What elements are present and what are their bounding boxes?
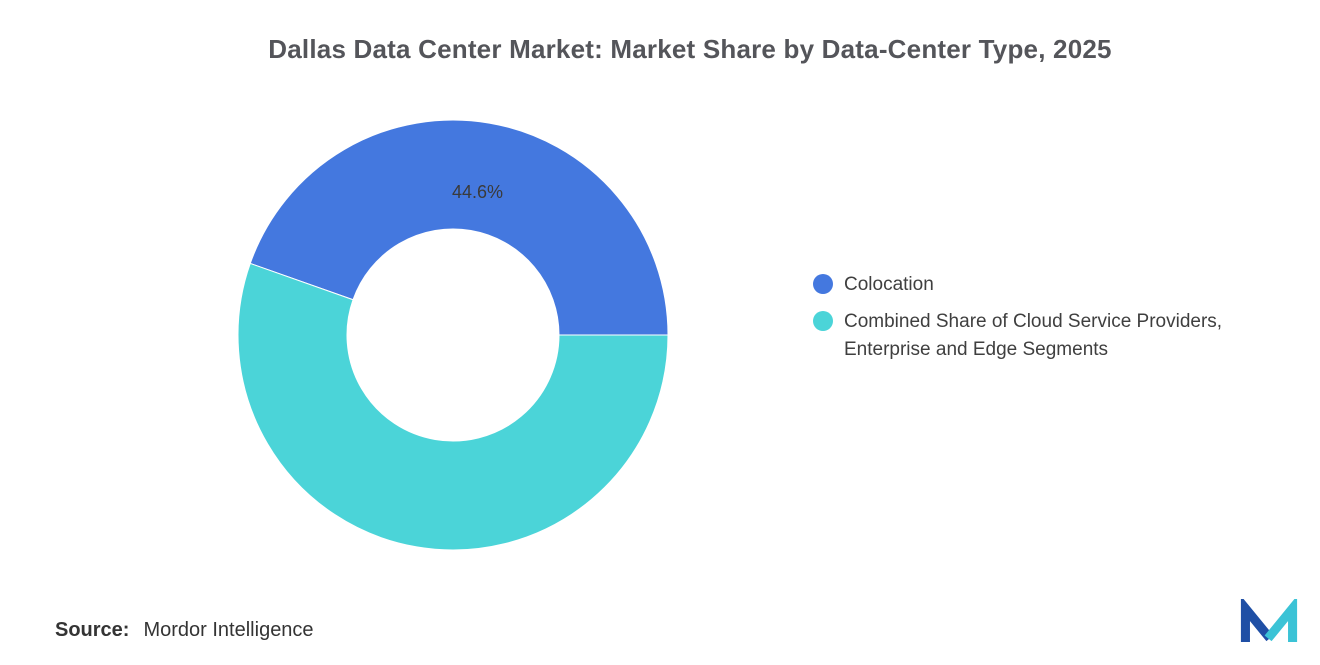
legend-swatch-combined-share bbox=[813, 311, 833, 331]
logo-right-stroke bbox=[1264, 599, 1298, 642]
pie-data-label: 44.6% bbox=[452, 182, 503, 202]
legend-label-colocation: Colocation bbox=[844, 274, 934, 295]
legend-item-combined-share: Combined Share of Cloud Service Provider… bbox=[813, 308, 1269, 364]
chart-legend: Colocation Combined Share of Cloud Servi… bbox=[813, 271, 1269, 364]
legend-label-combined-share: Combined Share of Cloud Service Provider… bbox=[844, 311, 1223, 360]
pie-slice-1 bbox=[237, 262, 669, 551]
donut-chart: 44.6% bbox=[237, 119, 669, 551]
source-prefix: Source: bbox=[55, 619, 130, 641]
legend-item-colocation: Colocation bbox=[813, 271, 1269, 299]
pie-slice-0 bbox=[249, 119, 669, 336]
source-row: Source: Mordor Intelligence bbox=[55, 619, 314, 642]
logo-left-stroke bbox=[1240, 599, 1274, 642]
legend-swatch-colocation bbox=[813, 274, 833, 294]
donut-chart-area: 44.6% bbox=[223, 105, 683, 565]
chart-title: Dallas Data Center Market: Market Share … bbox=[268, 34, 1112, 64]
source-text: Mordor Intelligence bbox=[143, 619, 314, 641]
mordor-intelligence-logo bbox=[1240, 599, 1298, 642]
